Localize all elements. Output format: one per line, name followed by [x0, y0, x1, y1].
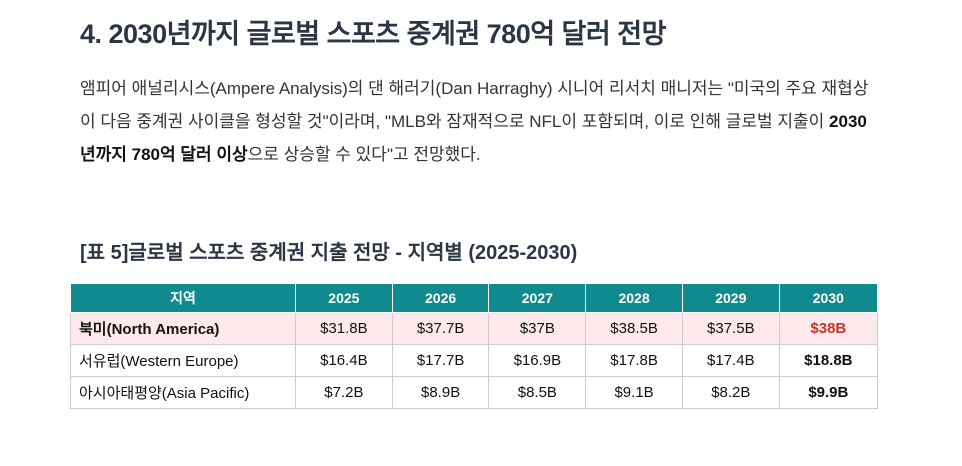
- table-cell: 북미(North America): [70, 312, 296, 345]
- text: 앰피어 애널리시스(Ampere Analysis)의 댄 해러기(Dan Ha…: [80, 79, 869, 131]
- header-cell: 2025: [295, 283, 393, 313]
- header-cell: 지역: [70, 283, 296, 313]
- table-row: 북미(North America) $31.8B $37.7B $37B $38.5B $…: [70, 312, 879, 345]
- bold-text: 2030년까지 780억 달러 이상: [80, 112, 867, 164]
- table-cell: $8.5B: [488, 376, 587, 409]
- text: 으로 상승할 수 있다"고 전망했다.: [247, 145, 481, 164]
- table-cell: $37.5B: [681, 312, 780, 345]
- header-cell: 2026: [391, 283, 490, 313]
- table-cell: $17.7B: [391, 344, 490, 377]
- table-cell: $37.7B: [391, 312, 490, 345]
- table-row: 아시아태평양(Asia Pacific) $7.2B $8.9B $8.5B $9.1B…: [70, 376, 879, 409]
- table-cell: $16.4B: [295, 344, 393, 377]
- table-cell: 아시아태평양(Asia Pacific): [70, 376, 296, 409]
- table-cell: $8.2B: [681, 376, 780, 409]
- table-caption: [표 5]글로벌 스포츠 중계권 지출 전망 - 지역별 (2025-2030): [80, 242, 578, 264]
- table-cell: $17.8B: [585, 344, 683, 377]
- data-table: 지역 2025 2026 2027 2028 2029 2030 북미(North Ameri…: [70, 283, 879, 409]
- table-cell: $9.1B: [585, 376, 683, 409]
- table-row: 서유럽(Western Europe) $16.4B $17.7B $16.9B $17…: [70, 344, 879, 377]
- table-cell: $38.5B: [585, 312, 683, 345]
- table-cell: $7.2B: [295, 376, 393, 409]
- table-cell: $17.4B: [681, 344, 780, 377]
- header-cell: 2029: [681, 283, 780, 313]
- table-cell: $9.9B: [778, 376, 879, 409]
- header-cell: 2030: [778, 283, 879, 313]
- table-cell: 서유럽(Western Europe): [70, 344, 296, 377]
- paragraph: 앰피어 애널리시스(Ampere Analysis)의 댄 해러기(Dan Ha…: [80, 72, 870, 171]
- table-cell: $38B: [778, 312, 879, 345]
- header-row: 지역 2025 2026 2027 2028 2029 2030: [70, 283, 879, 313]
- table-cell: $8.9B: [391, 376, 490, 409]
- table-cell: $31.8B: [295, 312, 393, 345]
- table-cell: $16.9B: [488, 344, 587, 377]
- heading: 4. 2030년까지 글로벌 스포츠 중계권 780억 달러 전망: [80, 19, 666, 49]
- header-cell: 2028: [585, 283, 683, 313]
- table-cell: $37B: [488, 312, 587, 345]
- table-cell: $18.8B: [778, 344, 879, 377]
- header-cell: 2027: [488, 283, 587, 313]
